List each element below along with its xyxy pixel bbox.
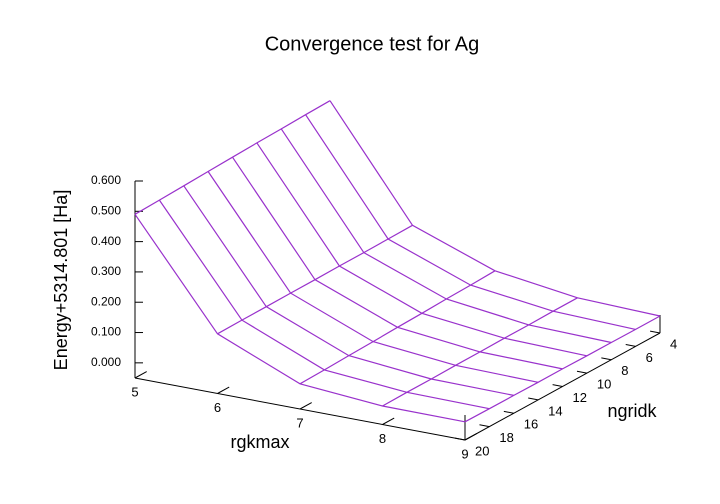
y-tick — [552, 384, 563, 387]
z-tick-label: 0.600 — [91, 173, 121, 187]
mesh-line-x — [329, 100, 661, 317]
y-tick — [601, 357, 612, 361]
y-tick — [625, 344, 636, 347]
y-tick — [576, 370, 587, 374]
z-tick-label: 0.300 — [91, 264, 121, 278]
mesh-line-x — [280, 128, 612, 344]
y-tick-label: 16 — [524, 417, 538, 432]
z-axis-label: Energy+5314.801 [Ha] — [51, 190, 71, 371]
x-tick — [464, 433, 477, 441]
y-tick — [503, 410, 514, 414]
y-tick — [479, 424, 490, 428]
y-tick-label: 12 — [573, 390, 587, 405]
y-axis-label: ngridk — [607, 401, 657, 421]
x-tick-label: 7 — [296, 415, 303, 430]
z-tick-label: 0.500 — [91, 203, 121, 217]
y-tick-label: 6 — [646, 350, 653, 365]
x-tick — [134, 371, 147, 379]
y-tick-label: 4 — [670, 336, 677, 351]
y-tick-label: 14 — [548, 403, 562, 418]
y-tick — [528, 397, 539, 401]
mesh-line-y — [217, 224, 413, 335]
y-tick-label: 18 — [499, 430, 513, 445]
z-tick-label: 0.000 — [91, 355, 121, 369]
mesh-line-y — [382, 297, 578, 407]
mesh-line-y — [134, 100, 331, 215]
mesh-line-x — [305, 114, 636, 330]
x-tick-label: 9 — [461, 446, 468, 461]
x-tick-label: 6 — [214, 400, 221, 415]
mesh-line-x — [158, 199, 490, 410]
mesh-line-x — [134, 213, 466, 423]
mesh-line-x — [232, 156, 563, 370]
z-tick-label: 0.400 — [91, 234, 121, 248]
x-axis-label: rgkmax — [230, 432, 289, 452]
mesh-line-x — [256, 142, 588, 357]
y-tick — [650, 330, 661, 334]
y-tick-label: 20 — [475, 443, 489, 458]
mesh-line-y — [299, 270, 496, 385]
x-tick-label: 5 — [131, 384, 138, 399]
mesh-line-y — [464, 315, 661, 423]
y-tick-label: 8 — [621, 363, 628, 378]
x-tick — [217, 386, 230, 394]
y-tick-label: 10 — [597, 377, 611, 392]
y-tick — [455, 437, 466, 441]
mesh-line-x — [207, 171, 539, 383]
chart-title: Convergence test for Ag — [265, 33, 480, 55]
x-tick — [382, 417, 395, 425]
x-tick — [299, 402, 312, 410]
z-tick-label: 0.200 — [91, 294, 121, 308]
z-tick-label: 0.100 — [91, 325, 121, 339]
x-tick-label: 8 — [379, 431, 386, 446]
mesh-line-x — [183, 185, 514, 396]
